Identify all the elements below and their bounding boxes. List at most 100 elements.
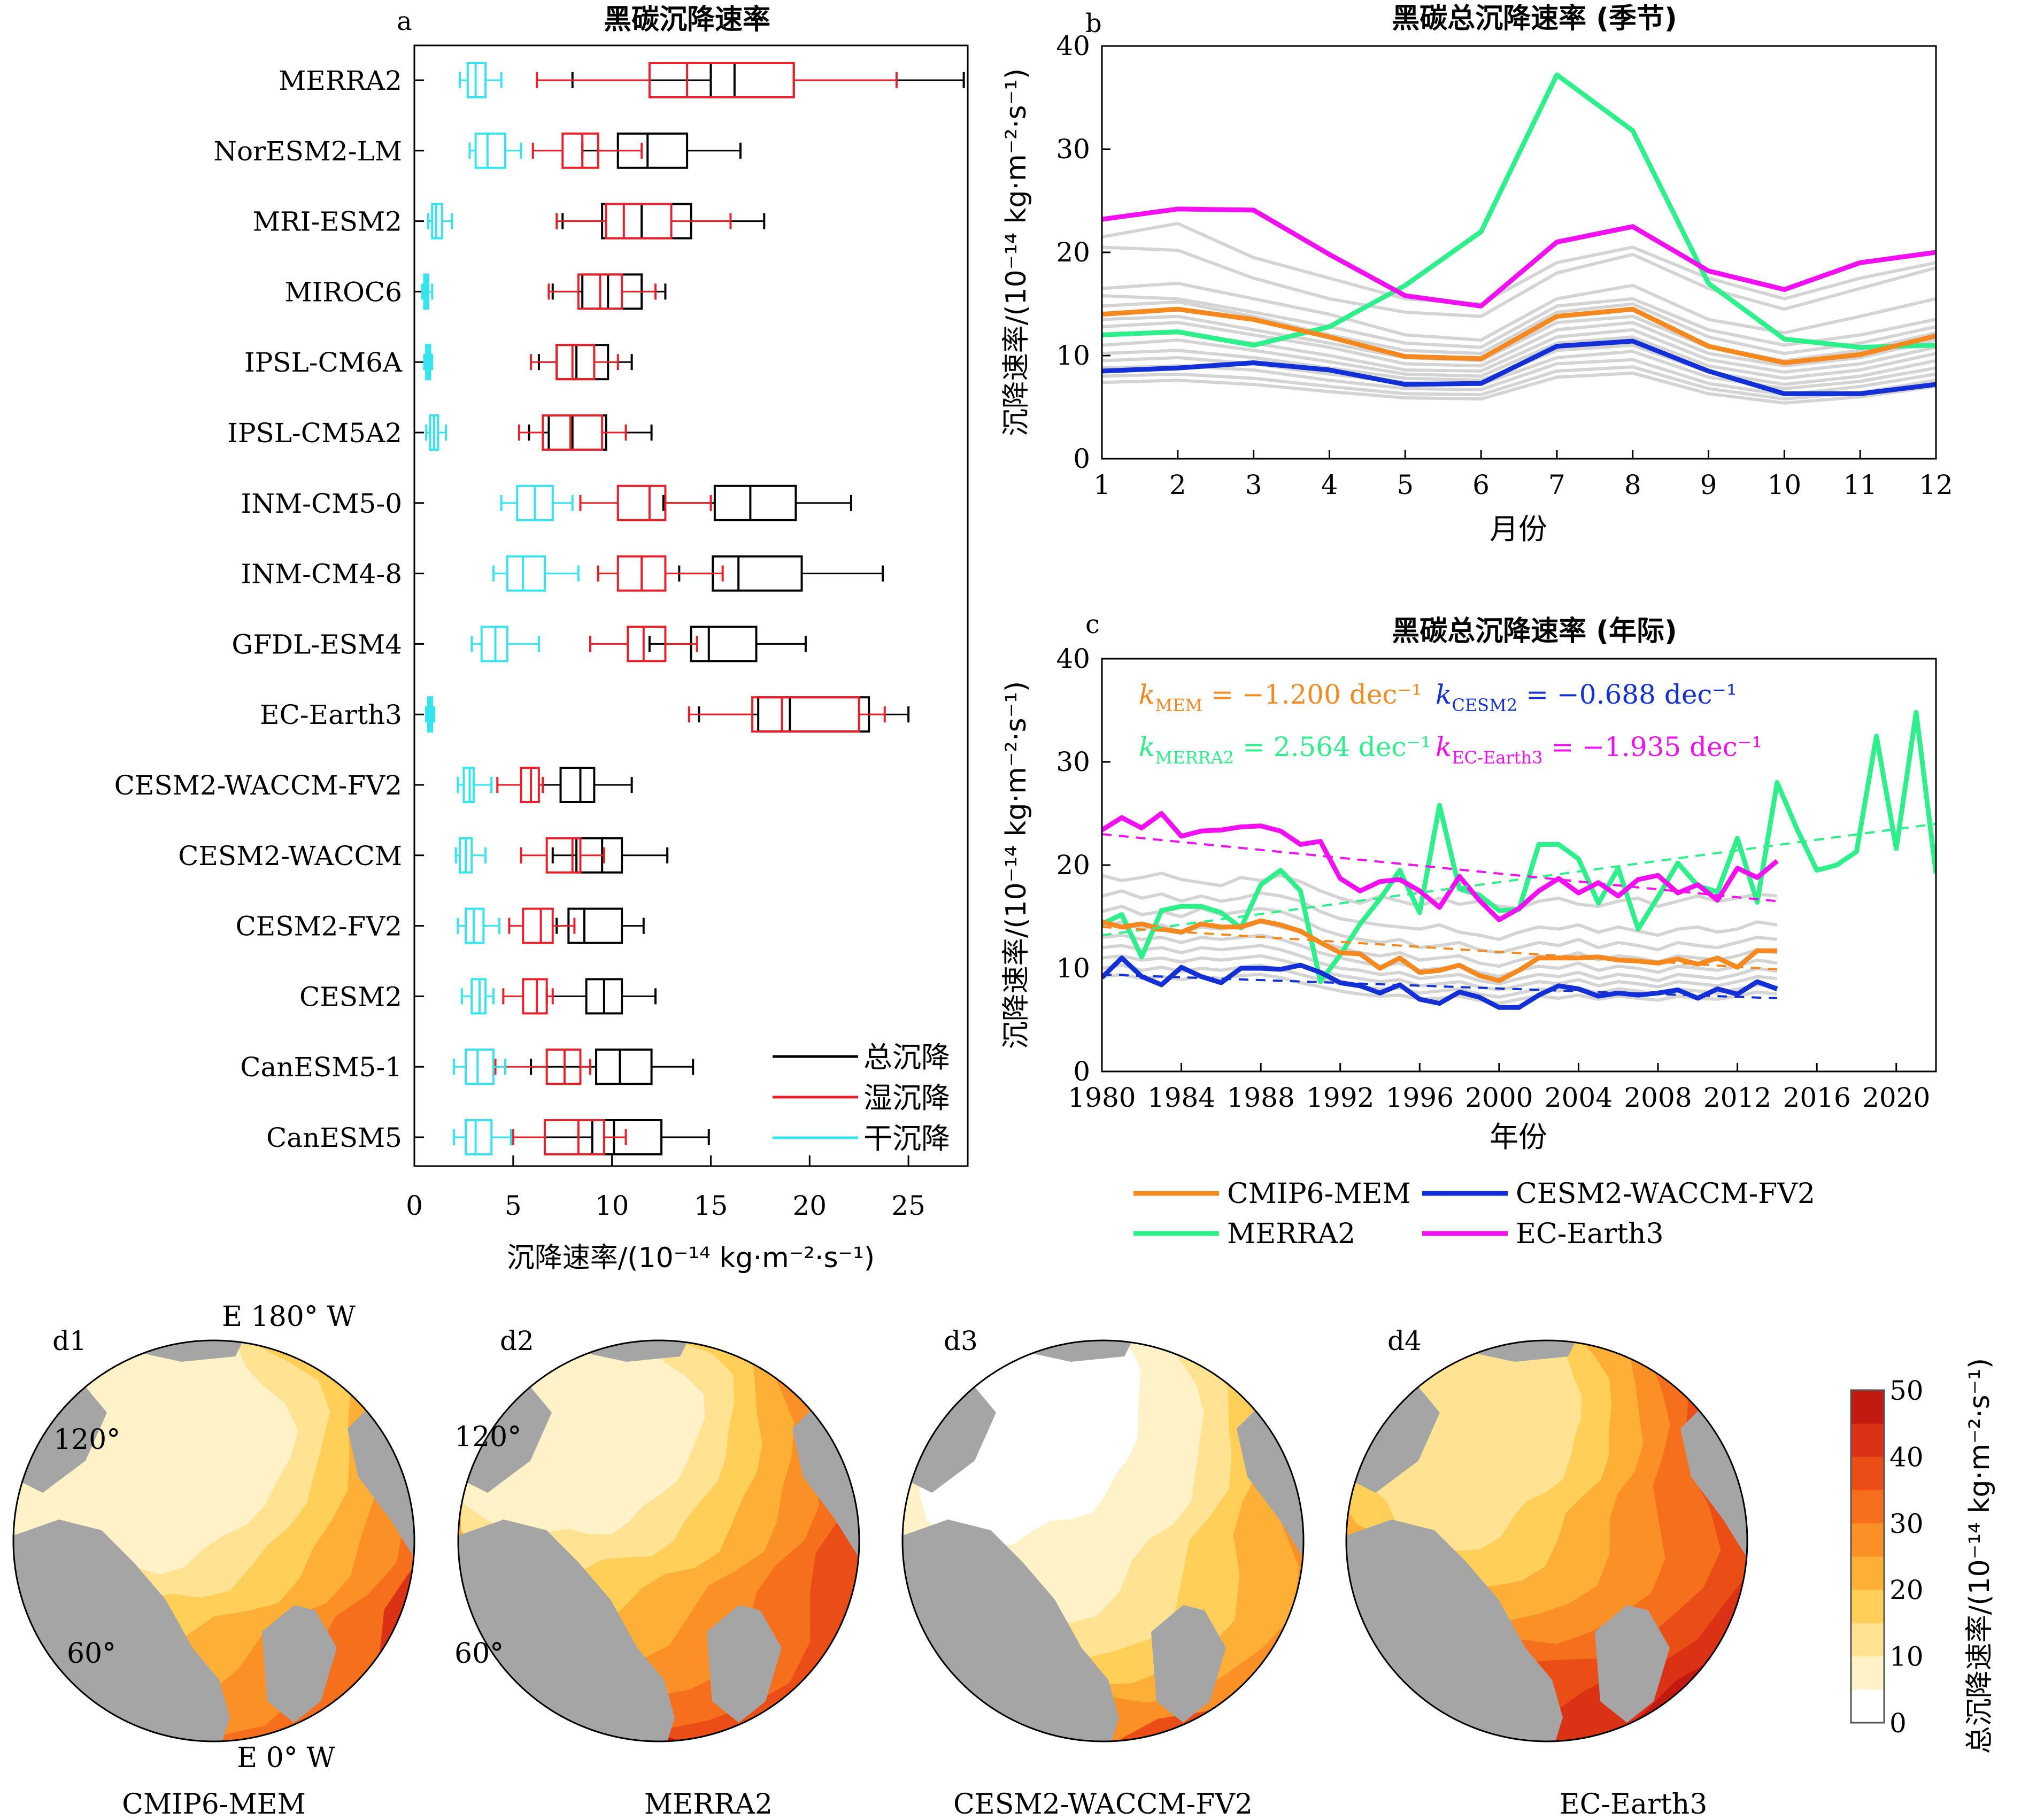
b-xtick-label: 4 [1321, 469, 1338, 500]
map-land-scandinavia [262, 1605, 337, 1723]
colorbar-tick-label: 10 [1889, 1641, 1924, 1672]
panel-b-title: 黑碳总沉降速率 (季节) [1392, 3, 1677, 35]
b-line-cmip6-mem [1102, 306, 1936, 365]
map-outline [12, 1339, 415, 1742]
panel-c: c 黑碳总沉降速率 (年际) 1980 1984 1988 1992 1996 2000 2… [1000, 610, 1937, 1250]
a-box-rect [709, 62, 795, 98]
b-xtick-label: 9 [1700, 469, 1717, 500]
a-box-total [542, 767, 633, 803]
a-box-rect [713, 484, 797, 521]
c-annotation-value: = 2.564 dec⁻¹ [1234, 731, 1431, 762]
a-box-wet [520, 837, 605, 874]
c-xtick-label: 1980 [1068, 1082, 1136, 1113]
c-ytick-label: 10 [1056, 953, 1090, 984]
map-land-scandinavia [707, 1605, 782, 1723]
b-xtick-label: 7 [1548, 469, 1565, 500]
c-line-cesm2-waccm-fv2 [1102, 955, 1778, 1010]
c-xtick-label: 1984 [1147, 1082, 1215, 1113]
a-box-rect [543, 1119, 605, 1155]
b-xtick-label: 2 [1169, 469, 1186, 500]
b-line-model [1102, 335, 1936, 380]
a-box-rect [542, 414, 604, 451]
c-legend-label: EC-Earth3 [1516, 1218, 1664, 1250]
a-box-rect [522, 907, 554, 944]
a-box-wet [518, 414, 627, 451]
a-box-rect [556, 344, 596, 381]
a-box-wet [494, 1048, 591, 1085]
panel-b-letter: b [1085, 9, 1102, 38]
a-category-label: MERRA2 [279, 65, 402, 96]
colorbar-level [1851, 1556, 1884, 1590]
a-box-rect [575, 837, 623, 874]
a-box-rect [591, 1119, 663, 1155]
c-line-model [1102, 944, 1778, 985]
c-line-model [1102, 973, 1778, 1005]
a-category-label: CanESM5 [266, 1122, 402, 1153]
c-ytick-label: 40 [1056, 643, 1090, 674]
panel-b-xlabel: 月份 [1490, 512, 1547, 546]
c-xtick-label: 1992 [1306, 1082, 1374, 1113]
panel-b: b 黑碳总沉降速率 (季节) 1 2 3 4 5 6 7 8 9 10 11 12010203040 … [1000, 3, 1953, 546]
a-box-dry [423, 344, 434, 381]
c-annotation-k: k [1436, 679, 1452, 710]
c-legend-label: MERRA2 [1227, 1218, 1355, 1250]
a-box-rect [522, 978, 548, 1015]
a-box-rect [595, 1048, 653, 1085]
c-ytick-label: 20 [1056, 850, 1090, 881]
c-annotation-value: = −1.200 dec⁻¹ [1202, 679, 1422, 710]
a-category-label: CESM2-WACCM [178, 840, 402, 872]
colorbar-level [1851, 1590, 1884, 1623]
a-xtick-label: 10 [595, 1190, 629, 1221]
map-fields [458, 1340, 859, 1741]
a-box-rect [465, 1119, 493, 1155]
c-trend-ec-earth3 [1102, 833, 1778, 903]
a-box-rect [616, 484, 667, 521]
b-xtick-label: 10 [1768, 469, 1802, 500]
b-line-model [1102, 371, 1936, 405]
a-box-dry [468, 132, 522, 169]
a-box-dry [457, 767, 493, 803]
a-xtick-label: 15 [694, 1190, 728, 1221]
b-xtick-label: 1 [1093, 469, 1110, 500]
b-ytick-label: 20 [1056, 237, 1090, 268]
a-legend-label: 总沉降 [863, 1040, 950, 1074]
lon-label-top: E 180° W [222, 1301, 356, 1333]
a-category-label: IPSL-CM6A [244, 347, 403, 378]
b-line-cesm2-waccm-fv2 [1102, 338, 1936, 396]
panel-c-letter: c [1085, 610, 1100, 639]
a-category-label: IPSL-CM5A2 [227, 418, 402, 449]
a-box-wet [556, 203, 732, 240]
colorbar-tick-label: 40 [1889, 1441, 1924, 1472]
a-xtick-label: 5 [505, 1190, 522, 1221]
a-box-rect [751, 696, 860, 733]
lon-label-lower-left: 60° [67, 1638, 116, 1670]
b-line-model [1102, 222, 1936, 306]
b-xtick-label: 5 [1397, 469, 1414, 500]
c-legend-label: CMIP6-MEM [1227, 1178, 1411, 1210]
colorbar-tick-label: 20 [1889, 1575, 1924, 1606]
b-line-model [1102, 314, 1936, 363]
c-annotation-k: k [1139, 731, 1155, 762]
a-legend-label: 湿沉降 [863, 1081, 950, 1115]
panel-b-frame [1101, 45, 1937, 460]
c-trend-annotation: kMERRA2 = 2.564 dec⁻¹ [1139, 731, 1431, 768]
a-box-rect [605, 203, 673, 240]
a-box-dry [454, 837, 487, 874]
c-xtick-label: 2000 [1465, 1082, 1533, 1113]
panel-a: a 黑碳沉降速率 0 5 10 15 20 25 MERRA2 NorESM2-LM MRI-E… [114, 4, 969, 1274]
b-ytick-label: 0 [1073, 443, 1090, 474]
panel-a-frame [413, 44, 969, 1167]
c-trend-annotation: kCESM2 = −0.688 dec⁻¹ [1436, 679, 1737, 715]
colorbar-level [1851, 1623, 1884, 1657]
colorbar-level [1851, 1689, 1884, 1723]
a-category-label: GFDL-ESM4 [232, 629, 402, 660]
colorbar-tick-label: 30 [1889, 1508, 1924, 1539]
b-line-model [1102, 281, 1936, 342]
b-line-merra2 [1102, 72, 1936, 350]
a-box-wet [579, 484, 712, 521]
c-ytick-label: 30 [1056, 746, 1090, 777]
a-box-wet [508, 907, 576, 944]
a-box-rect [690, 626, 758, 662]
c-xtick-label: 2016 [1783, 1082, 1851, 1113]
a-box-wet [547, 273, 657, 310]
